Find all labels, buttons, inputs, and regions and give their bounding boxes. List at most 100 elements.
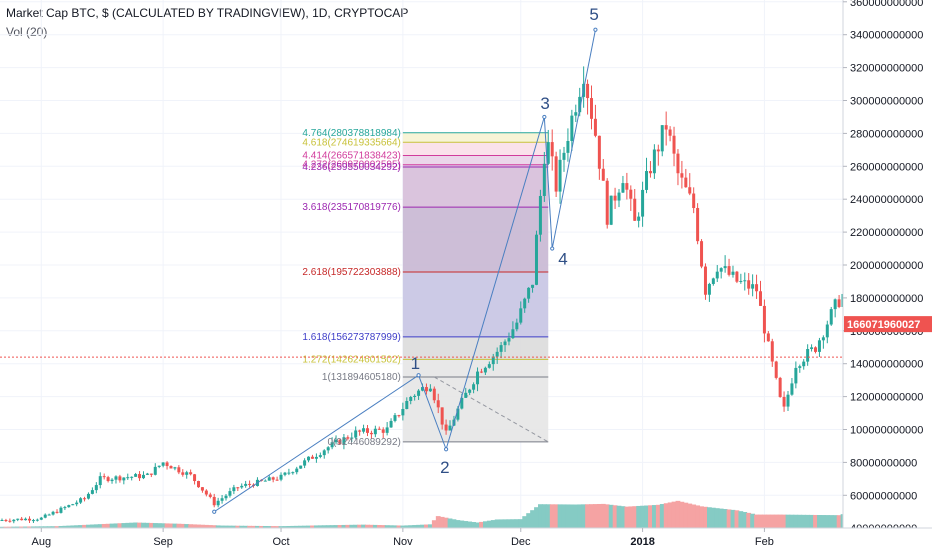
volume-bar [577, 504, 583, 528]
candle-body [739, 280, 743, 282]
current-price-tag [844, 316, 932, 333]
candle-body [71, 504, 75, 506]
candle-body [393, 415, 397, 421]
candle-body [295, 468, 299, 473]
candle-body [609, 195, 613, 225]
fib-band [402, 377, 549, 442]
candle-body [228, 491, 232, 496]
fib-level-label: 0(92446089292) [327, 437, 400, 448]
volume-bar [294, 525, 300, 528]
candle-body [362, 428, 366, 432]
y-axis-label: 100000000000 [850, 425, 923, 437]
volume-bar [510, 519, 516, 528]
candle-body [464, 392, 468, 398]
elliott-wave-segment[interactable] [418, 375, 447, 450]
candle-body [476, 371, 480, 385]
fib-level-label: 4.618(274619335664) [302, 137, 400, 148]
volume-bar [34, 526, 40, 528]
y-axis-label: 80000000000 [850, 457, 917, 469]
candle-body [531, 284, 535, 288]
candle-body [389, 420, 393, 428]
candle-body [546, 142, 550, 164]
volume-bar [553, 504, 559, 528]
candle-body [703, 266, 707, 295]
candle-body [829, 309, 833, 325]
candle-body [94, 485, 98, 491]
volume-bar [93, 524, 99, 528]
volume-bar [188, 524, 194, 528]
volume-bar [722, 509, 728, 528]
volume-bar [231, 525, 237, 528]
volume-bar [557, 504, 563, 528]
candle-body [28, 518, 32, 521]
volume-bar [66, 525, 72, 528]
elliott-wave-segment[interactable] [445, 116, 545, 450]
candle-body [743, 280, 747, 282]
candle-body [723, 266, 727, 269]
candle-body [248, 483, 252, 485]
volume-bar [565, 504, 571, 528]
volume-indicator-label[interactable]: Vol (20) [6, 25, 48, 39]
candle-body [185, 472, 189, 475]
volume-bar [502, 519, 508, 528]
candle-body [558, 159, 562, 192]
candle-body [4, 520, 8, 522]
candle-body [507, 338, 511, 342]
y-axis-label: 300000000000 [850, 96, 923, 108]
candle-body [59, 507, 63, 513]
elliott-wave-segment[interactable] [213, 374, 419, 513]
volume-bar [443, 517, 449, 528]
elliott-wave-segment[interactable] [551, 29, 596, 249]
candle-body [758, 291, 762, 306]
volume-bar [353, 524, 359, 528]
volume-bar [329, 525, 335, 528]
volume-bar [828, 515, 834, 528]
y-axis-label: 140000000000 [850, 359, 923, 371]
volume-bar [498, 519, 504, 528]
wave-point[interactable] [212, 509, 217, 514]
candle-body [110, 479, 114, 482]
elliott-wave-segment[interactable] [543, 116, 553, 249]
volume-bar [239, 525, 245, 528]
candle-body [157, 465, 161, 467]
fib-band [402, 167, 549, 208]
candle-body [751, 284, 755, 289]
candle-body [542, 163, 546, 196]
y-axis-label: 180000000000 [850, 293, 923, 305]
candle-body [668, 129, 672, 136]
candle-body [55, 511, 59, 513]
candle-body [12, 519, 16, 522]
volume-bar [274, 526, 280, 528]
volume-bar [203, 524, 209, 528]
wave-label-1: 1 [411, 354, 420, 373]
fib-level-label: 3.618(235170819776) [302, 202, 400, 213]
candle-body [413, 395, 417, 397]
candle-body [318, 455, 322, 457]
volume-bar [317, 525, 323, 528]
wave-point[interactable] [542, 114, 547, 120]
candle-body [605, 180, 609, 225]
volume-bar [781, 514, 787, 528]
volume-bar [538, 504, 543, 528]
candle-body [67, 505, 71, 508]
candle-body [204, 490, 208, 495]
volume-bar [608, 504, 614, 528]
candle-body [47, 514, 51, 516]
wave-point[interactable] [443, 447, 449, 452]
candle-body [448, 425, 452, 431]
wave-point[interactable] [593, 27, 598, 32]
candle-body [417, 390, 421, 396]
candle-body [656, 149, 660, 152]
candle-body [409, 396, 413, 401]
volume-bar [286, 526, 292, 528]
y-axis-label: 220000000000 [850, 227, 923, 239]
volume-bar [310, 525, 315, 528]
volume-bar [78, 525, 83, 528]
wave-point[interactable] [550, 246, 555, 251]
volume-bar [74, 525, 80, 528]
candle-body [802, 361, 806, 367]
x-axis-label: Sep [153, 536, 173, 548]
volume-bar [121, 523, 127, 528]
wave-point[interactable] [416, 373, 421, 378]
